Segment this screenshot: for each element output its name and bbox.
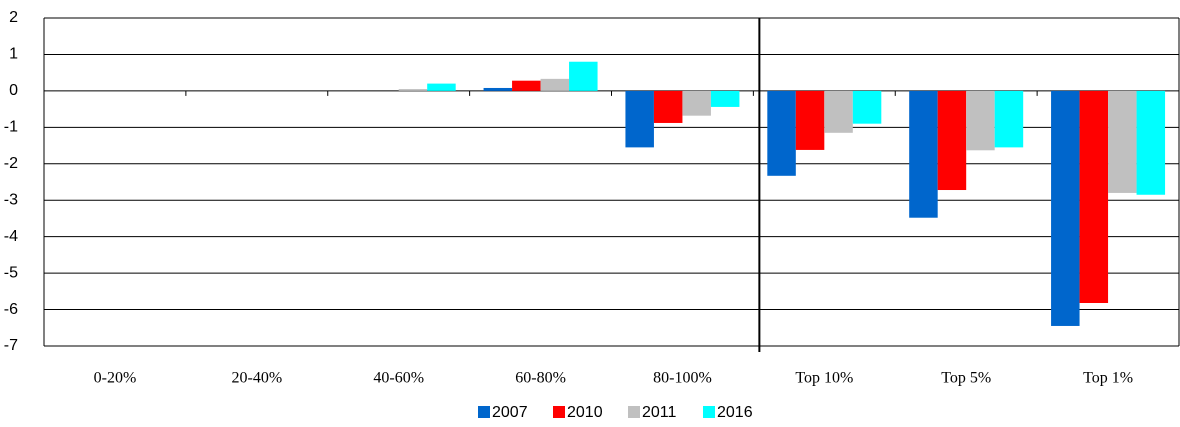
y-tick-label: 0	[9, 82, 18, 99]
bar	[1051, 90, 1080, 326]
x-tick-label: 0-20%	[94, 370, 137, 387]
legend-swatch	[628, 406, 640, 418]
y-tick-label: -4	[4, 228, 18, 245]
bar	[852, 90, 882, 124]
bar	[427, 83, 456, 91]
legend-swatch	[703, 406, 715, 418]
y-tick-label: 2	[9, 9, 18, 26]
bar	[653, 90, 683, 123]
legend-swatch	[553, 406, 565, 418]
y-tick-label: -6	[4, 301, 18, 318]
y-tick-label: 1	[9, 46, 18, 63]
legend-label: 2007	[492, 404, 528, 421]
bar	[767, 90, 796, 176]
x-tick-label: 40-60%	[373, 370, 424, 387]
bar	[1079, 90, 1109, 303]
bar	[540, 78, 570, 91]
bar	[398, 89, 428, 91]
bar	[909, 90, 938, 218]
y-tick-label: -7	[4, 337, 18, 354]
legend-label: 2016	[717, 404, 753, 421]
bar	[994, 90, 1024, 148]
bar	[569, 61, 598, 91]
bar	[483, 87, 513, 91]
bar	[937, 90, 967, 191]
x-tick-label: Top 10%	[795, 370, 853, 387]
legend-label: 2011	[642, 404, 677, 421]
x-tick-label: 60-80%	[515, 370, 566, 387]
x-tick-label: Top 5%	[941, 370, 991, 387]
bar	[1136, 90, 1166, 195]
legend-label: 2010	[567, 404, 603, 421]
y-tick-label: -3	[4, 191, 18, 208]
bar	[795, 90, 825, 150]
y-tick-label: -1	[4, 119, 18, 136]
y-tick-label: -5	[4, 264, 18, 281]
x-tick-label: Top 1%	[1083, 370, 1133, 387]
y-tick-label: -2	[4, 155, 18, 172]
x-tick-label: 80-100%	[653, 370, 712, 387]
bar	[824, 90, 853, 133]
bar	[625, 90, 654, 148]
bar	[1108, 90, 1137, 193]
bar	[710, 90, 740, 107]
bar	[512, 80, 541, 91]
bar	[682, 90, 711, 116]
bar	[966, 90, 995, 151]
legend-swatch	[478, 406, 490, 418]
x-tick-label: 20-40%	[231, 370, 282, 387]
